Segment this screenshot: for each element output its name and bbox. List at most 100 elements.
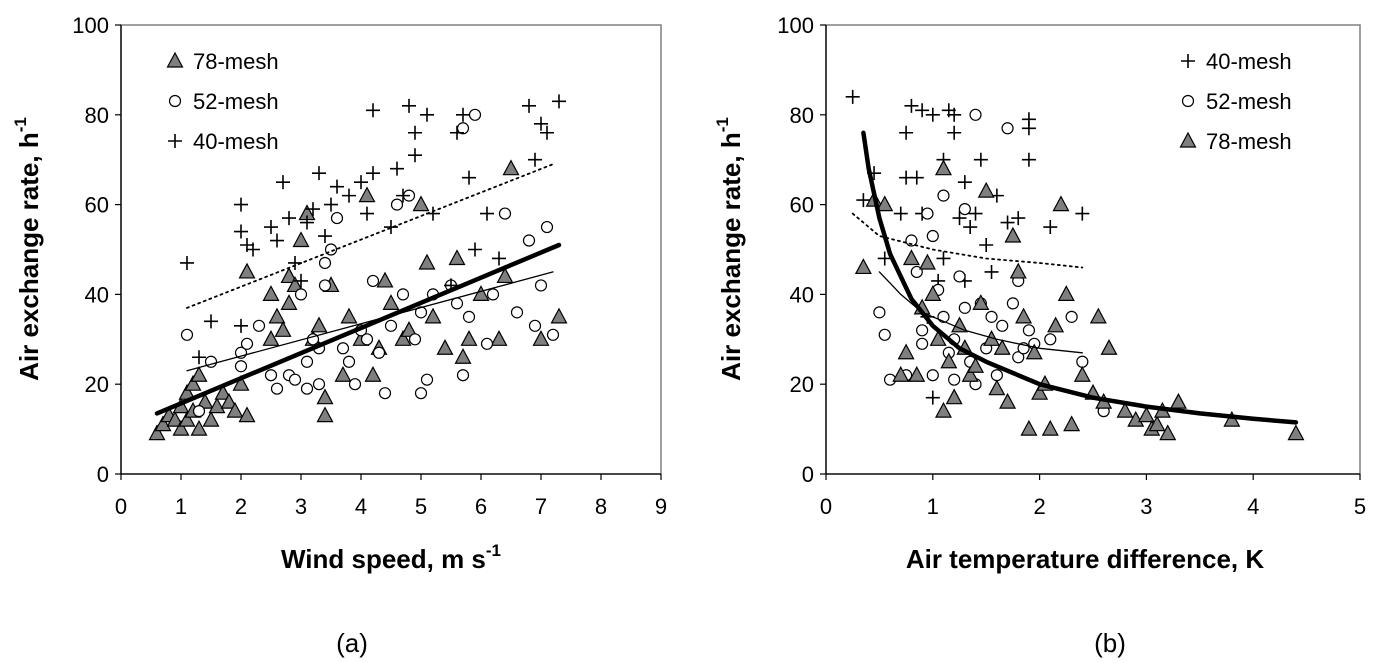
data-point (286, 276, 304, 293)
data-point (390, 198, 404, 211)
x-tick-label: 3 (1140, 494, 1152, 519)
fit-line (186, 163, 554, 309)
data-point (468, 242, 482, 257)
data-point (1159, 424, 1177, 441)
data-point (300, 382, 314, 395)
data-point (496, 267, 514, 284)
y-tick-label: 40 (790, 282, 814, 307)
data-point (450, 297, 464, 310)
data-point (1063, 415, 1081, 432)
x-tick-label: 8 (595, 494, 607, 519)
legend-label: 52-mesh (193, 89, 279, 114)
y-tick-label: 80 (790, 103, 814, 128)
data-point (462, 310, 476, 323)
data-point (336, 342, 350, 355)
data-point (400, 321, 418, 337)
data-point (967, 356, 985, 373)
data-point (979, 238, 994, 253)
data-point (192, 350, 206, 365)
data-point (246, 242, 260, 257)
data-point (454, 347, 472, 364)
data-point (270, 233, 284, 248)
x-tick-label: 0 (115, 494, 127, 519)
series-40-mesh (845, 89, 1090, 405)
data-point (358, 186, 376, 203)
data-point (262, 285, 280, 301)
data-point (1127, 410, 1145, 427)
data-point (1043, 220, 1058, 235)
x-tick-label: 4 (355, 494, 367, 519)
x-tick-label: 4 (1247, 494, 1259, 519)
data-point (316, 388, 334, 405)
data-point (306, 202, 320, 217)
data-point (486, 288, 500, 301)
data-point (957, 175, 972, 190)
data-point (1076, 355, 1089, 368)
data-point (510, 306, 524, 319)
data-point (937, 189, 950, 202)
data-point (390, 161, 404, 176)
legend-marker (1179, 131, 1197, 148)
data-point (550, 307, 568, 324)
data-point (1011, 211, 1026, 226)
data-point (396, 288, 410, 301)
legend-label: 40-mesh (1206, 49, 1292, 74)
data-point (1031, 383, 1049, 400)
data-point (936, 251, 951, 266)
legend-label: 78-mesh (193, 49, 279, 74)
data-point (918, 253, 936, 270)
data-point (953, 270, 966, 283)
data-point (394, 330, 412, 346)
data-point (552, 94, 566, 109)
series-52-mesh (180, 108, 560, 418)
data-point (1065, 310, 1078, 323)
data-point (950, 316, 969, 333)
data-point (1025, 343, 1043, 360)
data-point (436, 339, 454, 355)
data-point (214, 383, 232, 400)
data-point (522, 234, 536, 247)
data-point (1044, 333, 1057, 346)
fit-line (861, 130, 1299, 425)
data-point (240, 337, 254, 350)
data-point (908, 365, 926, 382)
data-point (396, 188, 410, 203)
data-point (402, 98, 416, 113)
data-point (294, 273, 308, 288)
panel-label: (b) (1094, 628, 1126, 658)
data-point (166, 410, 184, 427)
data-point (480, 206, 494, 221)
data-point (924, 285, 942, 301)
data-point (172, 419, 190, 436)
data-point (988, 379, 1006, 396)
data-point (926, 369, 939, 382)
data-point (342, 355, 356, 368)
data-point (460, 330, 478, 346)
data-point (926, 229, 939, 243)
data-point (472, 285, 490, 301)
data-point (892, 365, 910, 382)
data-point (492, 251, 506, 266)
data-point (450, 125, 464, 140)
data-point (262, 330, 280, 346)
data-point (498, 207, 512, 220)
x-tick-label: 5 (1354, 494, 1366, 519)
y-tick-label: 80 (85, 103, 109, 128)
data-point (310, 316, 328, 333)
data-point (238, 262, 256, 279)
fit-line (851, 212, 1084, 269)
data-point (973, 152, 988, 167)
data-point (334, 365, 352, 382)
data-point (925, 107, 940, 122)
data-point (952, 211, 967, 226)
data-point (502, 159, 520, 176)
data-point (934, 401, 952, 418)
fit-line (186, 271, 554, 372)
data-point (408, 148, 422, 163)
data-point (897, 343, 915, 360)
data-point (366, 274, 380, 288)
data-point (376, 271, 394, 288)
data-point (270, 382, 284, 395)
y-tick-label: 60 (790, 193, 814, 218)
data-point (456, 107, 470, 122)
